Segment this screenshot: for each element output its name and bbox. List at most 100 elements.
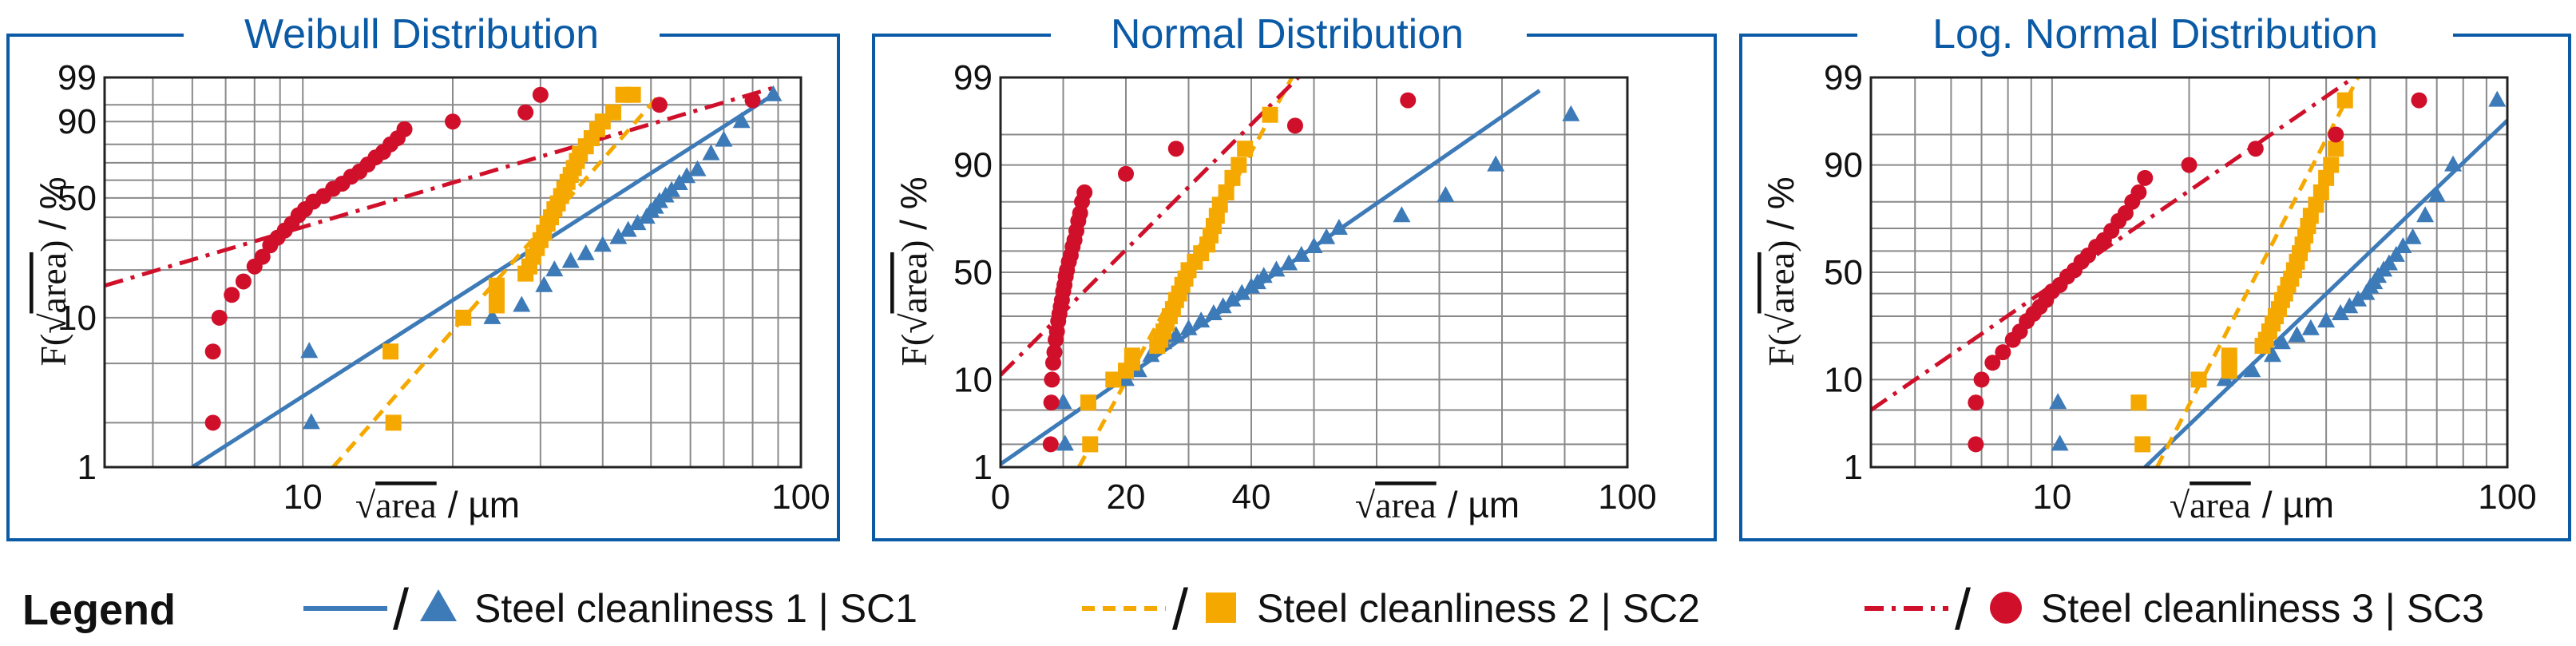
point-sc2 (604, 104, 621, 121)
y-tick-label: 90 (57, 102, 97, 141)
data-points (204, 85, 783, 431)
x-tick-label: 10 (2032, 478, 2071, 517)
legend: Legend / Steel cleanliness 1 | SC1 / Ste… (22, 578, 2484, 642)
y-axis-label: F(√area) / % (893, 176, 934, 366)
point-sc1 (1280, 254, 1298, 271)
point-sc3 (1167, 141, 1184, 157)
panel-title: Log. Normal Distribution (1932, 11, 2378, 57)
y-tick-label: 99 (1824, 58, 1863, 97)
y-tick-label: 1 (1844, 448, 1863, 487)
point-sc2 (2318, 169, 2335, 186)
point-sc1 (2049, 393, 2067, 410)
y-tick-label: 90 (953, 146, 993, 185)
x-tick-label: 100 (771, 478, 830, 517)
point-sc1 (2427, 185, 2446, 202)
point-sc1 (300, 342, 319, 359)
point-sc2 (2312, 184, 2329, 200)
point-sc2 (382, 343, 399, 360)
point-sc1 (577, 244, 595, 260)
point-sc3 (2411, 92, 2427, 109)
point-sc1 (609, 228, 628, 244)
point-sc2 (2308, 196, 2324, 213)
point-sc1 (2387, 245, 2405, 262)
panel-frame (6, 34, 840, 541)
point-sc3 (211, 309, 228, 326)
point-sc1 (1056, 434, 1074, 451)
y-tick-label: 1 (77, 448, 97, 487)
point-sc1 (1192, 311, 1211, 328)
point-sc3 (224, 287, 240, 303)
legend-label-sc1: Steel cleanliness 1 | SC1 (474, 586, 917, 631)
point-sc3 (1044, 371, 1060, 388)
point-sc1 (2263, 346, 2281, 363)
point-sc1 (2340, 297, 2359, 314)
x-tick-label: 40 (1232, 478, 1271, 517)
point-sc1 (715, 130, 733, 147)
point-sc2 (2328, 141, 2344, 157)
point-sc1 (1267, 260, 1286, 277)
legend-marker-square (1206, 592, 1236, 623)
point-sc2 (455, 309, 472, 326)
point-sc1 (1167, 326, 1185, 343)
point-sc1 (764, 85, 783, 101)
point-sc2 (1080, 394, 1096, 411)
x-tick-label: 0 (991, 478, 1010, 517)
fit-line-sc2 (1076, 77, 1294, 467)
x-axis-label: √area / µm (355, 484, 520, 525)
point-sc1 (1318, 228, 1336, 244)
point-sc1 (1214, 297, 1232, 314)
legend-entry-sc3: / Steel cleanliness 3 | SC3 (1865, 578, 2484, 642)
fit-line-sc3 (1001, 77, 1300, 377)
legend-entry-sc1: / Steel cleanliness 1 | SC1 (303, 578, 917, 642)
point-sc2 (2336, 92, 2353, 109)
point-sc1 (1305, 236, 1323, 253)
point-sc1 (2243, 361, 2261, 378)
y-tick-label: 10 (953, 360, 993, 399)
point-sc3 (1984, 355, 2001, 371)
point-sc3 (445, 113, 461, 130)
title-mask (1857, 10, 2453, 61)
point-sc3 (1042, 436, 1059, 453)
point-sc2 (1262, 106, 1278, 123)
point-sc3 (1995, 344, 2011, 361)
point-sc3 (2181, 157, 2198, 173)
point-sc1 (1562, 105, 1580, 121)
y-tick-label: 10 (1824, 360, 1863, 399)
point-sc1 (1204, 304, 1223, 321)
point-sc2 (488, 277, 505, 294)
point-sc2 (2221, 347, 2237, 364)
legend-title: Legend (22, 586, 176, 634)
y-tick-label: 50 (953, 253, 993, 292)
y-tick-label: 1 (973, 448, 993, 487)
point-sc1 (2349, 290, 2368, 307)
point-sc1 (688, 160, 707, 176)
x-axis-label: √area / µm (2170, 484, 2334, 525)
point-sc1 (302, 413, 320, 430)
legend-label-sc2: Steel cleanliness 2 | SC2 (1257, 586, 1700, 631)
point-sc1 (561, 252, 580, 268)
point-sc1 (702, 144, 720, 161)
point-sc3 (1043, 394, 1060, 411)
y-tick-label: 50 (57, 179, 97, 218)
point-sc1 (2288, 326, 2306, 343)
point-sc2 (2130, 394, 2147, 411)
point-sc1 (628, 214, 647, 231)
point-sc3 (396, 121, 413, 137)
plot-area-border (1869, 76, 2509, 469)
point-sc1 (2404, 228, 2422, 244)
x-tick-labels: 10 100 (283, 478, 830, 517)
plot-area-border (103, 76, 803, 469)
point-sc1 (1233, 283, 1251, 300)
fit-line-sc1 (191, 93, 775, 467)
x-tick-label: 100 (1598, 478, 1656, 517)
point-sc3 (2328, 126, 2344, 143)
point-sc1 (732, 112, 751, 129)
point-sc1 (1292, 245, 1310, 262)
point-sc1 (2488, 90, 2507, 107)
point-sc3 (532, 86, 549, 103)
point-sc1 (1179, 319, 1198, 335)
point-sc1 (545, 260, 564, 277)
panel-frame (1739, 34, 2571, 541)
point-sc3 (254, 248, 271, 265)
y-axis-label: F(√area) / % (32, 176, 73, 366)
